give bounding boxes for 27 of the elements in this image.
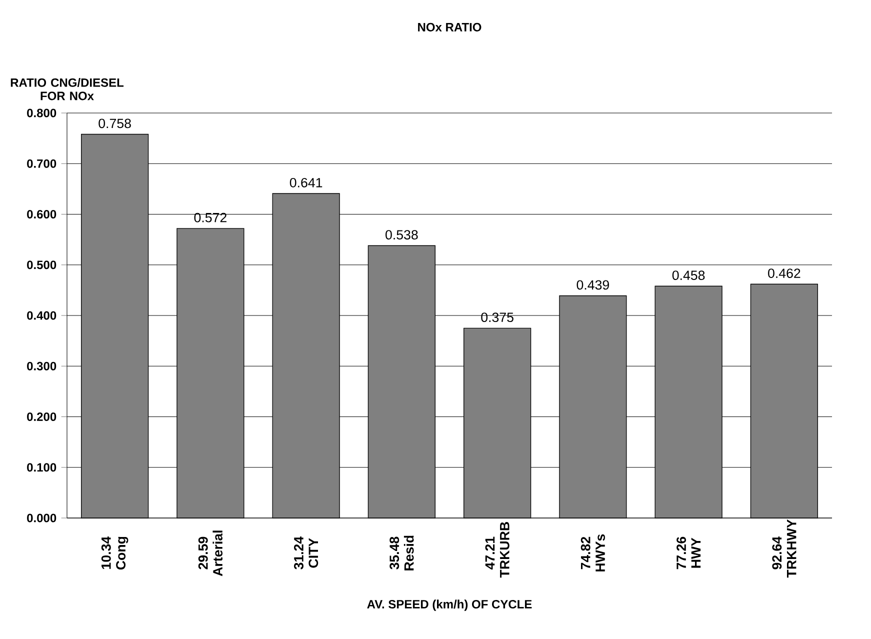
- data-label: 0.758: [98, 118, 131, 128]
- data-label: 0.538: [386, 230, 418, 240]
- x-tick-label: 47.21 TRKURB: [485, 522, 510, 578]
- y-tick-label: 0.400: [27, 311, 56, 320]
- y-tick-label: 0.600: [27, 210, 56, 219]
- x-tick-label: 31.24 CITY: [294, 536, 318, 570]
- y-tick-label: 0.300: [27, 362, 56, 370]
- y-tick-label: 0.200: [27, 412, 56, 422]
- data-label: 0.375: [481, 312, 514, 322]
- x-tick-label: 29.59 Arterial: [198, 530, 222, 576]
- data-label: 0.462: [768, 268, 800, 278]
- x-tick-label: 35.48 Resid: [390, 536, 414, 570]
- y-axis-title: RATIO CNG/DIESEL FOR NOx: [10, 78, 124, 100]
- y-tick-label: 0.100: [27, 463, 56, 472]
- chart-title: NOx RATIO: [418, 22, 482, 32]
- x-tick-label: 92.64 TRKHWY: [772, 519, 796, 578]
- data-label: 0.458: [672, 270, 705, 280]
- y-tick-label: 0.500: [27, 260, 56, 270]
- x-tick-label: 74.82 HWYs: [580, 534, 605, 572]
- x-tick-label: 10.34 Cong: [101, 536, 128, 570]
- x-axis-title: AV. SPEED (km/h) OF CYCLE: [367, 600, 532, 611]
- y-tick-label: 0.800: [27, 108, 56, 118]
- data-label: 0.439: [576, 280, 609, 290]
- y-tick-label: 0.700: [27, 159, 56, 168]
- x-tick-label: 77.26 HWY: [676, 536, 701, 570]
- y-tick-label: 0.000: [27, 514, 56, 522]
- data-label: 0.641: [290, 178, 322, 188]
